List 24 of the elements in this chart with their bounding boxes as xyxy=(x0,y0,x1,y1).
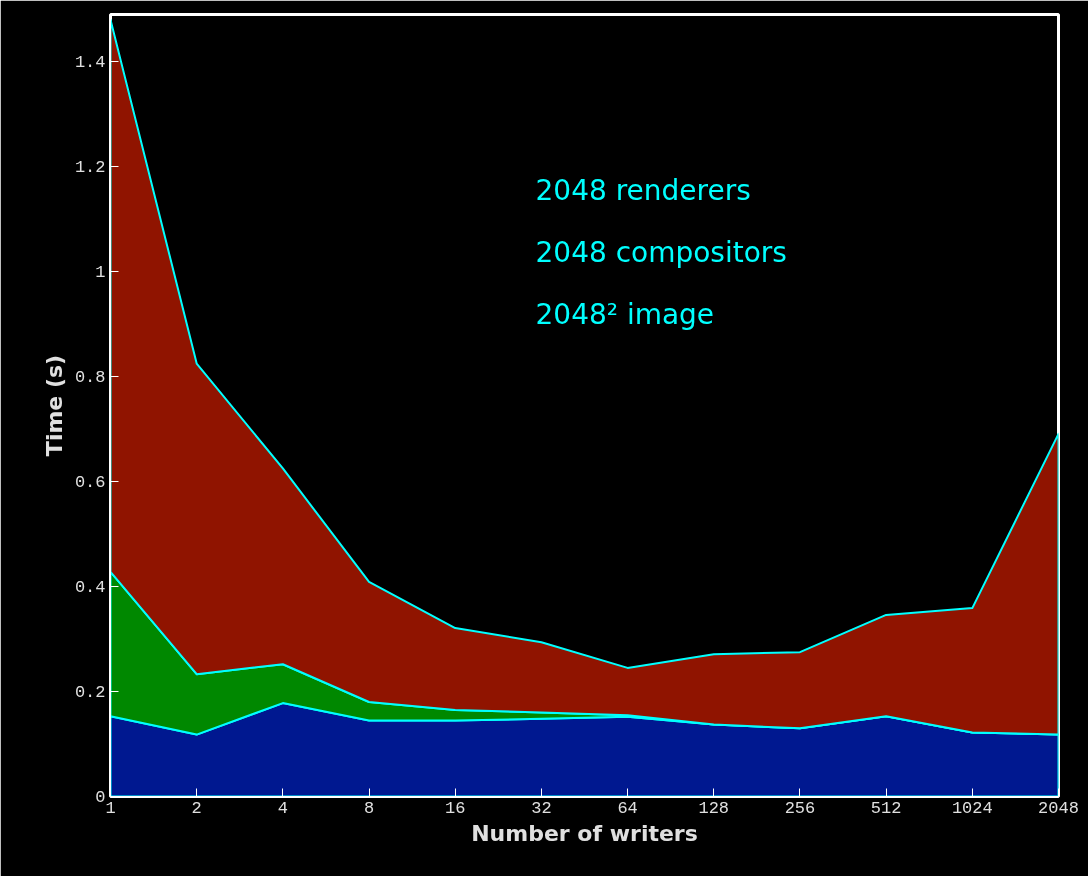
x-tick-label: 2 xyxy=(191,798,202,818)
x-tick-label: 4 xyxy=(277,798,288,818)
annotation: 2048² image xyxy=(535,297,715,331)
y-tick-label: 0.4 xyxy=(74,578,106,598)
annotation: 2048 renderers xyxy=(535,173,751,207)
y-tick-label: 0.2 xyxy=(74,683,106,703)
y-tick-label: 1.4 xyxy=(74,53,106,73)
x-tick-label: 32 xyxy=(531,798,552,818)
x-tick-label: 1024 xyxy=(951,798,993,818)
x-tick-label: 64 xyxy=(617,798,638,818)
x-tick-label: 16 xyxy=(445,798,466,818)
y-tick-label: 0.6 xyxy=(74,473,106,493)
annotation: 2048 compositors xyxy=(535,235,787,269)
y-tick-label: 0.8 xyxy=(74,368,106,388)
y-axis-title: Time (s) xyxy=(41,354,67,457)
x-tick-label: 2048 xyxy=(1038,798,1079,818)
x-tick-label: 512 xyxy=(870,798,902,818)
x-tick-label: 256 xyxy=(784,798,816,818)
x-axis-title: Number of writers xyxy=(471,820,698,846)
x-tick-label: 8 xyxy=(363,798,375,818)
x-tick-label: 128 xyxy=(698,798,730,818)
y-tick-label: 1 xyxy=(95,263,106,283)
y-tick-label: 0 xyxy=(95,788,106,807)
y-tick-label: 1.2 xyxy=(74,158,106,178)
